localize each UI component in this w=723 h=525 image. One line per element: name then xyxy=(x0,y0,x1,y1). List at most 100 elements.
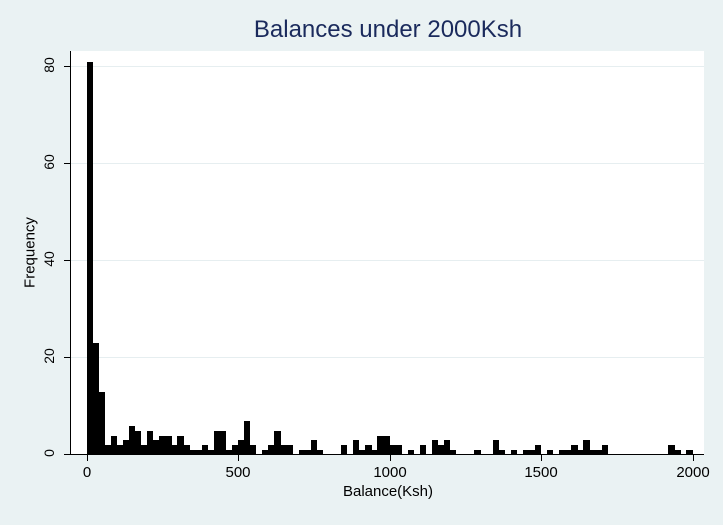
y-tick-label: 40 xyxy=(41,251,57,267)
histogram-bar xyxy=(431,440,439,455)
y-tick-mark xyxy=(64,357,70,358)
histogram-bar xyxy=(389,445,396,455)
histogram-bar xyxy=(674,450,681,455)
histogram-bar xyxy=(141,445,148,455)
x-tick-label: 2000 xyxy=(676,464,710,481)
histogram-bar xyxy=(159,435,166,455)
histogram-bar xyxy=(450,450,457,455)
x-tick-mark xyxy=(87,455,88,461)
y-axis-label: Frequency xyxy=(21,217,39,288)
histogram-bar xyxy=(250,445,257,455)
histogram-bar xyxy=(353,440,360,455)
histogram-bar xyxy=(407,450,415,455)
histogram-bar xyxy=(510,450,518,455)
y-tick-mark xyxy=(64,163,70,164)
histogram-bar xyxy=(583,440,590,455)
histogram-bar xyxy=(528,450,536,455)
histogram-bar xyxy=(231,445,239,455)
y-tick-label: 60 xyxy=(41,154,57,170)
x-tick-label: 1000 xyxy=(373,464,407,481)
y-tick-label: 80 xyxy=(41,57,57,73)
histogram-bar xyxy=(134,430,142,455)
histogram-bar xyxy=(395,445,402,455)
y-tick-label: 20 xyxy=(41,348,57,364)
histogram-bar xyxy=(522,450,530,455)
histogram-bar xyxy=(498,450,505,455)
gridline xyxy=(71,66,704,67)
x-tick-label: 0 xyxy=(82,464,92,481)
x-tick-mark xyxy=(238,455,239,461)
histogram-bar xyxy=(189,450,196,455)
histogram-bar xyxy=(492,440,499,455)
histogram-bar xyxy=(437,445,445,455)
plot-area xyxy=(71,51,704,455)
histogram-bar xyxy=(86,62,93,455)
histogram-bar xyxy=(213,430,221,455)
histogram-bar xyxy=(147,430,154,455)
histogram-bar xyxy=(534,445,542,455)
histogram-bar xyxy=(280,445,287,455)
histogram-bar xyxy=(377,435,384,455)
histogram-bar xyxy=(116,445,124,455)
histogram-bar xyxy=(589,450,596,455)
x-tick-label: 500 xyxy=(225,464,251,481)
histogram-bar xyxy=(171,445,178,455)
y-tick-label: 0 xyxy=(41,449,57,457)
gridline xyxy=(71,163,704,164)
histogram-bar xyxy=(577,450,584,455)
histogram-bar xyxy=(286,445,293,455)
histogram-bars xyxy=(71,51,704,455)
histogram-bar xyxy=(274,430,281,455)
histogram-bar xyxy=(359,450,366,455)
histogram-bar xyxy=(383,435,390,455)
gridline xyxy=(71,260,704,261)
x-tick-label: 1500 xyxy=(524,464,558,481)
histogram-bar xyxy=(419,445,427,455)
histogram-bar xyxy=(686,450,693,455)
y-tick-mark xyxy=(64,66,70,67)
histogram-bar xyxy=(565,450,572,455)
histogram-bar xyxy=(474,450,481,455)
histogram-bar xyxy=(244,421,251,455)
histogram-bar xyxy=(177,435,184,455)
histogram-bar xyxy=(201,445,208,455)
histogram-bar xyxy=(268,445,275,455)
histogram-bar xyxy=(122,440,130,455)
histogram-bar xyxy=(595,450,602,455)
histogram-bar xyxy=(128,425,136,455)
histogram-bar xyxy=(219,430,227,455)
histogram-bar xyxy=(225,450,233,455)
x-axis xyxy=(70,454,704,455)
histogram-bar xyxy=(316,450,324,455)
histogram-bar xyxy=(165,435,172,455)
y-tick-mark xyxy=(64,260,70,261)
histogram-bar xyxy=(559,450,566,455)
histogram-bar xyxy=(92,343,99,455)
histogram-bar xyxy=(98,391,105,455)
histogram-bar xyxy=(262,450,269,455)
histogram-bar xyxy=(183,445,190,455)
chart-title: Balances under 2000Ksh xyxy=(253,16,523,43)
x-axis-label: Balance(Ksh) xyxy=(342,483,434,500)
histogram-bar xyxy=(365,445,372,455)
y-axis xyxy=(70,51,71,455)
histogram-bar xyxy=(110,435,118,455)
histogram-bar xyxy=(341,445,348,455)
x-tick-mark xyxy=(390,455,391,461)
x-tick-mark xyxy=(541,455,542,461)
histogram-bar xyxy=(195,450,202,455)
histogram-bar xyxy=(444,440,451,455)
y-tick-mark xyxy=(64,454,70,455)
histogram-bar xyxy=(104,445,112,455)
histogram-bar xyxy=(298,450,305,455)
histogram-bar xyxy=(601,445,608,455)
histogram-bar xyxy=(571,445,578,455)
x-tick-mark xyxy=(693,455,694,461)
histogram-bar xyxy=(371,450,378,455)
histogram-bar xyxy=(547,450,554,455)
histogram-bar xyxy=(153,440,160,455)
histogram-bar xyxy=(668,445,675,455)
histogram-bar xyxy=(310,440,318,455)
histogram-bar xyxy=(238,440,245,455)
histogram-bar xyxy=(304,450,312,455)
